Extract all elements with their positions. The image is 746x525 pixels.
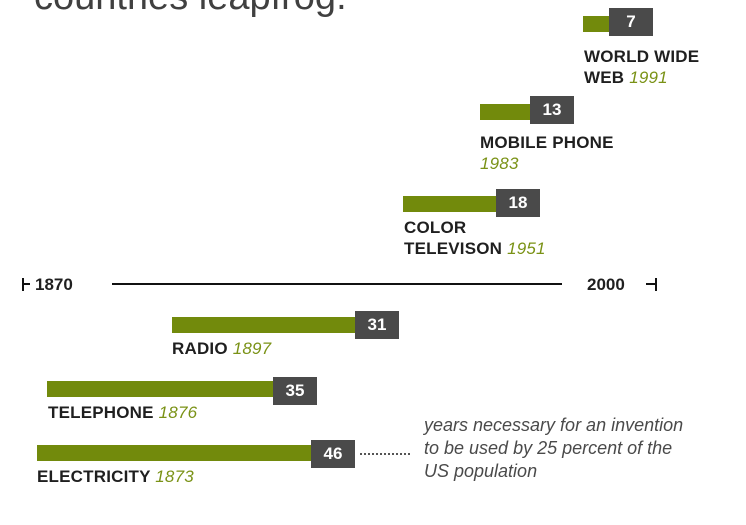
category-color-television: COLOR TELEVISON (404, 218, 503, 258)
axis-start-label: 1870 (35, 275, 73, 294)
label-radio: RADIO 1897 (172, 338, 372, 359)
timeline-axis (112, 283, 562, 285)
bar-radio (172, 317, 355, 333)
year-telephone: 1876 (158, 403, 198, 422)
bar-mobile-phone (480, 104, 530, 120)
year-electricity: 1873 (155, 467, 194, 486)
year-world-wide-web: 1991 (629, 68, 668, 87)
value-box-mobile-phone: 13 (530, 96, 574, 124)
bar-telephone (47, 381, 273, 397)
year-radio: 1897 (232, 339, 272, 358)
category-mobile-phone: MOBILE PHONE (480, 133, 614, 152)
value-box-electricity: 46 (311, 440, 355, 468)
category-world-wide-web: WORLD WIDE WEB (584, 47, 700, 87)
axis-start-tick-stub (22, 283, 30, 285)
category-telephone: TELEPHONE (48, 403, 154, 422)
year-color-television: 1951 (507, 239, 546, 258)
axis-end-tick (655, 278, 657, 291)
bar-color-television (403, 196, 496, 212)
annotation-note: years necessary for an invention to be u… (424, 415, 684, 481)
label-world-wide-web: WORLD WIDE WEB 1991 (584, 46, 744, 88)
label-telephone: TELEPHONE 1876 (48, 402, 288, 423)
label-electricity: ELECTRICITY 1873 (37, 466, 277, 487)
value-box-world-wide-web: 7 (609, 8, 653, 36)
category-radio: RADIO (172, 339, 228, 358)
label-mobile-phone: MOBILE PHONE 1983 (480, 132, 680, 174)
value-box-color-television: 18 (496, 189, 540, 217)
axis-end-label: 2000 (587, 275, 625, 294)
year-mobile-phone: 1983 (480, 154, 519, 173)
bar-world-wide-web (583, 16, 609, 32)
value-box-radio: 31 (355, 311, 399, 339)
axis-end-tick-stub (646, 283, 656, 285)
category-electricity: ELECTRICITY (37, 467, 151, 486)
bar-electricity (37, 445, 311, 461)
headline-text: countries leapfrog. (34, 0, 347, 16)
value-box-telephone: 35 (273, 377, 317, 405)
dotted-leader-line (360, 453, 410, 455)
label-color-television: COLOR TELEVISON 1951 (404, 217, 554, 259)
